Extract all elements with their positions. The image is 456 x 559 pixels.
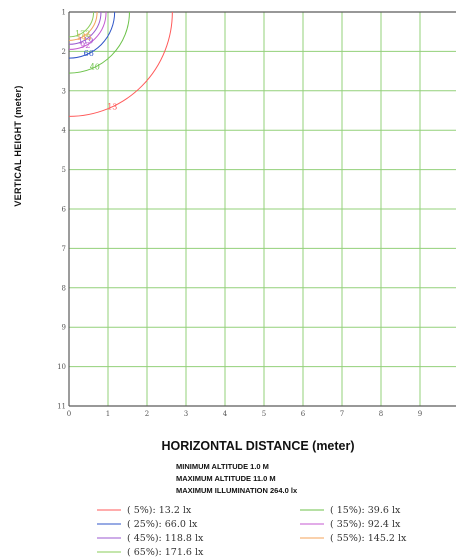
x-tick-labels: 0 1 2 3 4 5 6 7 8 9 (67, 410, 422, 418)
x-axis-label: HORIZONTAL DISTANCE (meter) (161, 439, 354, 453)
y-tick-label: 5 (62, 166, 66, 174)
info-minimum-altitude: MINIMUM ALTITUDE 1.0 M (176, 462, 269, 471)
contour-5-percent (68, 11, 173, 117)
y-tick-label: 3 (62, 87, 66, 95)
contour-label-35-percent: 92 (80, 41, 90, 50)
contour-15-percent (68, 11, 130, 74)
x-tick-label: 9 (418, 410, 422, 418)
legend-label-5-percent: ( 5%): 13.2 lx (127, 505, 192, 516)
x-tick-label: 5 (262, 410, 266, 418)
legend-label-15-percent: ( 15%): 39.6 lx (330, 505, 401, 516)
legend-label-25-percent: ( 25%): 66.0 lx (127, 519, 198, 530)
y-tick-label: 10 (57, 363, 66, 371)
contour-label-15-percent: 40 (90, 63, 100, 72)
y-tick-label: 6 (62, 206, 67, 214)
x-tick-label: 2 (145, 410, 149, 418)
x-tick-label: 6 (301, 410, 306, 418)
legend-label-55-percent: ( 55%): 145.2 lx (330, 533, 407, 544)
info-maximum-altitude: MAXIMUM ALTITUDE 11.0 M (176, 474, 276, 483)
contour-65-percent (68, 11, 95, 38)
contour-45-percent (68, 11, 102, 45)
contour-label-45-percent: 119 (78, 36, 93, 45)
y-tick-label: 1 (62, 9, 66, 17)
contour-25-percent (68, 11, 116, 59)
info-maximum-illumination: MAXIMUM ILLUMINATION 264.0 lx (176, 486, 298, 495)
x-tick-label: 7 (340, 410, 344, 418)
x-tick-label: 0 (67, 410, 71, 418)
contour-label-65-percent: 172 (75, 30, 90, 39)
x-tick-label: 4 (223, 410, 228, 418)
legend-label-65-percent: ( 65%): 171.6 lx (127, 547, 204, 558)
legend-label-45-percent: ( 45%): 118.8 lx (127, 533, 204, 544)
y-tick-label: 9 (62, 324, 66, 332)
contour-35-percent (68, 11, 107, 50)
contour-lines (68, 11, 173, 117)
contour-55-percent (68, 11, 98, 41)
x-tick-label: 3 (184, 410, 188, 418)
y-tick-label: 8 (62, 284, 66, 292)
x-tick-label: 8 (379, 410, 383, 418)
x-tick-label: 1 (106, 410, 110, 418)
y-tick-label: 11 (57, 403, 66, 411)
chart-grid (69, 12, 456, 407)
y-tick-label: 4 (62, 127, 67, 135)
chart-axes (68, 11, 456, 407)
y-tick-label: 2 (62, 48, 66, 56)
legend-label-35-percent: ( 35%): 92.4 lx (330, 519, 401, 530)
contour-label-5-percent: 13 (107, 102, 117, 111)
info-block: MINIMUM ALTITUDE 1.0 M MAXIMUM ALTITUDE … (176, 462, 298, 495)
y-tick-labels: 1 2 3 4 5 6 7 8 9 10 11 (57, 9, 66, 411)
y-axis-label: VERTICAL HEIGHT (meter) (13, 85, 23, 206)
y-tick-label: 7 (62, 245, 66, 253)
contour-label-25-percent: 66 (84, 49, 94, 58)
contour-label-55-percent: 145 (76, 33, 91, 42)
legend: ( 5%): 13.2 lx ( 25%): 66.0 lx ( 45%): 118… (97, 505, 407, 558)
